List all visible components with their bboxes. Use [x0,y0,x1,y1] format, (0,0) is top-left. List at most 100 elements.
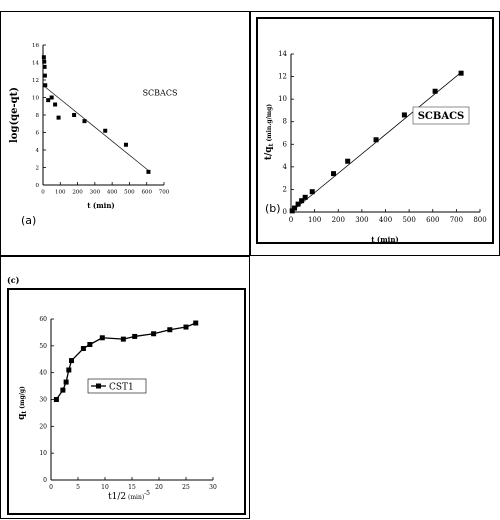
y-tick-label: 12 [278,73,287,81]
data-point [43,83,48,88]
y-tick-label: 10 [278,95,287,103]
data-point [299,198,305,204]
data-point [289,208,295,214]
data-point [373,137,379,143]
data-point [41,55,46,60]
data-point [56,115,61,120]
y-tick-label: 4 [283,163,288,171]
y-axis-label: t/qt (min.g/mg) [264,104,275,160]
x-tick-label: 500 [124,190,135,196]
data-point [458,70,464,76]
y-axis-label: log(qe-qt) [9,87,20,143]
y-tick-label: 8 [36,113,40,119]
data-point [167,327,173,333]
x-tick-label: 500 [402,216,415,224]
data-point [193,320,199,326]
y-tick-label: 30 [39,397,47,404]
legend-box [87,378,147,394]
x-tick-label: 15 [128,484,136,491]
chart-c-frame [7,288,246,515]
data-point [183,324,189,330]
x-tick-label: 200 [72,190,83,196]
data-point [345,158,351,164]
x-tick-label: 800 [473,216,486,224]
annotation-box [141,87,179,98]
x-tick-label: 700 [450,216,463,224]
legend-marker [96,383,101,389]
y-tick-label: 12 [32,78,39,84]
y-tick-label: 6 [283,140,288,148]
x-tick-label: 700 [159,190,170,196]
y-tick-label: 14 [278,50,287,58]
annotation-label: SCBACS [418,111,465,122]
panel-a-tag: (a) [21,214,37,227]
data-point [99,335,105,341]
data-point [432,88,438,94]
chart-b-frame [256,17,494,244]
y-tick-label: 2 [36,166,40,172]
data-point [302,194,308,200]
y-axis-label: qt (mg/g) [17,386,28,420]
y-tick-label: 50 [39,343,47,350]
chart-a: 0 2 4 6 8 10 12 14 16 0 100 200 300 400 500 600 700 log(q… [9,43,179,210]
chart-b: 0 2 4 6 8 10 12 14 0 100 200 300 400 500 600 700 800 t/qt… [264,50,487,244]
x-axis-label: t (min) [371,235,398,244]
x-tick-label: 20 [155,484,163,491]
x-tick-label: 30 [209,484,217,491]
data-point [63,379,69,385]
y-tick-label: 10 [39,450,47,457]
panel-c-tag: (c) [7,275,20,285]
x-tick-label: 100 [55,190,66,196]
data-point [60,387,66,393]
y-tick-label: 6 [36,131,40,137]
data-point [295,201,301,207]
x-tick-label: 300 [355,216,368,224]
chart-c: 0 10 20 30 40 50 60 0 5 10 15 20 25 30 qt (mg/g) t1/2 (… [17,316,217,502]
x-tick-label: 600 [426,216,439,224]
y-tick-label: 14 [32,61,39,67]
y-tick-label: 16 [32,43,39,49]
data-point [309,189,315,195]
x-axis-label: t (min) [87,201,114,210]
panel-b: 0 2 4 6 8 10 12 14 0 100 200 300 400 500 600 700 800 t/qt… [250,11,500,256]
y-tick-label: 8 [283,118,287,126]
x-tick-label: 200 [332,216,345,224]
x-axis-label: t1/2 (min)-5 [108,490,150,502]
fit-line [42,84,151,173]
data-point [151,331,157,337]
x-tick-label: 300 [90,190,101,196]
panel-a: 0 2 4 6 8 10 12 14 16 0 100 200 300 400 500 600 700 log(q… [0,11,250,256]
data-point [103,128,108,133]
legend-label: CST1 [109,383,134,393]
x-tick-label: 0 [41,190,45,196]
data-point [46,98,51,103]
x-tick-label: 100 [308,216,321,224]
x-tick-label: 0 [289,216,293,224]
y-tick-label: 0 [283,208,287,216]
x-tick-label: 400 [107,190,118,196]
x-tick-label: 400 [379,216,392,224]
data-point [120,336,126,342]
data-point [72,113,77,117]
data-point [42,64,47,69]
y-tick-label: 0 [36,183,40,189]
data-point [132,333,138,339]
data-point [146,169,151,174]
y-tick-label: 40 [39,370,47,377]
data-point [53,102,58,107]
data-point [42,59,47,64]
y-tick-label: 20 [39,423,47,430]
annotation-box [412,106,470,125]
y-tick-label: 60 [39,316,47,323]
x-tick-label: 25 [182,484,190,491]
data-point [66,367,72,373]
y-tick-label: 0 [43,477,47,484]
data-point [82,119,87,124]
data-point [123,142,128,147]
data-point [401,112,407,118]
data-point [42,73,47,78]
x-tick-label: 5 [76,484,80,491]
data-point [53,397,59,402]
annotation-label: SCBACS [143,89,178,98]
y-tick-label: 2 [283,185,287,193]
